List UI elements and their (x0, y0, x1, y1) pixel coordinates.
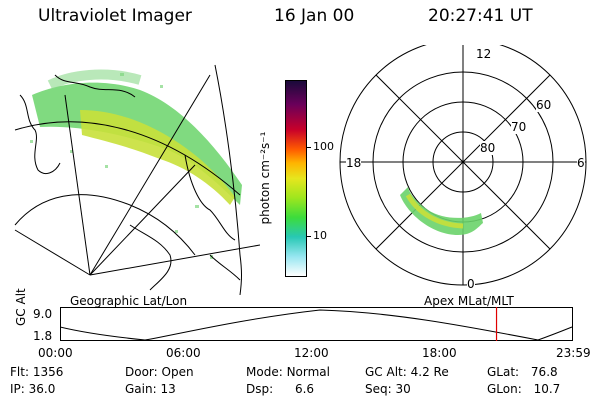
geographic-map (14, 64, 260, 295)
mlat-label-70: 70 (511, 120, 527, 134)
mlt-label-6: 6 (577, 156, 585, 170)
status-ip-label: IP: (10, 382, 25, 396)
aurora-core (80, 110, 235, 205)
mlt-label-0: 0 (467, 277, 475, 291)
status-gain-value: 13 (160, 382, 176, 396)
mlat-label-60: 60 (536, 98, 552, 112)
status-glon-value: 10.7 (533, 382, 561, 396)
timeline-xtick-1200: 12:00 (294, 346, 329, 360)
timeline-xtick-1800: 18:00 (422, 346, 457, 360)
observation-time: 20:27:41 UT (428, 6, 533, 26)
timeline-ytick-1-8: 1.8 (33, 329, 53, 343)
status-dsp-label: Dsp: (246, 382, 274, 396)
status-seq-value: 30 (395, 382, 411, 396)
status-dsp-value: 6.6 (294, 382, 315, 396)
status-door-label: Door: (125, 365, 158, 379)
status-dsp: Dsp: 6.6 (246, 382, 314, 396)
polar-mlat-mlt-plot (339, 45, 587, 286)
mlat-label-80: 80 (480, 141, 496, 155)
colorbar-tick (306, 147, 311, 148)
status-glon: GLon: 10.7 (487, 382, 560, 396)
status-glat-label: GLat: (487, 365, 520, 379)
meridian-diagonal (375, 74, 551, 250)
app-title: Ultraviolet Imager (38, 6, 192, 26)
status-glon-label: GLon: (487, 382, 522, 396)
colorbar-tick (306, 236, 311, 237)
longitude-line (89, 74, 211, 276)
status-mode-label: Mode: (246, 365, 283, 379)
coastline (209, 254, 241, 281)
colorbar-tick-10: 10 (313, 229, 327, 242)
mlt-label-18: 18 (346, 156, 362, 170)
status-seq: Seq: 30 (365, 382, 411, 396)
longitude-line (14, 229, 91, 276)
status-door: Door: Open (125, 365, 194, 379)
longitude-line (64, 94, 91, 276)
latitude-line (14, 194, 196, 256)
longitude-line (89, 244, 260, 276)
status-mode: Mode: Normal (246, 365, 330, 379)
polar-aurora-core (405, 193, 464, 229)
timeline-frame (60, 307, 573, 341)
timeline-ytick-9: 9.0 (33, 307, 53, 321)
status-gc-alt-label: GC Alt: (365, 365, 407, 379)
latitude-line (214, 64, 242, 295)
altitude-timeline (60, 307, 573, 341)
status-gc-alt: GC Alt: 4.2 Re (365, 365, 449, 379)
timeline-ylabel: GC Alt (14, 288, 28, 326)
map-caption-geographic: Geographic Lat/Lon (70, 294, 188, 308)
timeline-xtick-2359: 23:59 (556, 346, 591, 360)
status-glat: GLat: 76.8 (487, 365, 558, 379)
coastline (19, 94, 61, 174)
status-door-value: Open (161, 365, 194, 379)
status-ip: IP: 36.0 (10, 382, 55, 396)
status-gain: Gain: 13 (125, 382, 176, 396)
status-flt-value: 1356 (32, 365, 64, 379)
status-mode-value: Normal (286, 365, 330, 379)
status-ip-value: 36.0 (28, 382, 56, 396)
colorbar-tick-100: 100 (313, 140, 334, 153)
color-scale-bar (285, 80, 307, 277)
status-flt: Flt: 1356 (10, 365, 63, 379)
observation-date: 16 Jan 00 (274, 6, 355, 26)
timeline-xtick-0600: 06:00 (166, 346, 201, 360)
colorbar-unit-label: photon cm⁻²s⁻¹ (258, 131, 272, 225)
aurora-fringe (47, 69, 142, 90)
altitude-curve (60, 309, 573, 341)
polar-aurora (400, 187, 483, 235)
coastline (184, 154, 236, 241)
timeline-xtick-0000: 00:00 (38, 346, 73, 360)
coastline (54, 74, 136, 98)
status-gain-label: Gain: (125, 382, 157, 396)
latitude-line (14, 121, 241, 196)
status-gc-alt-value: 4.2 Re (410, 365, 449, 379)
status-glat-value: 76.8 (530, 365, 558, 379)
status-seq-label: Seq: (365, 382, 392, 396)
status-flt-label: Flt: (10, 365, 29, 379)
mlt-label-12: 12 (476, 47, 492, 61)
map-caption-apex: Apex MLat/MLT (424, 294, 514, 308)
longitude-line (89, 164, 196, 276)
coastline (129, 224, 172, 291)
